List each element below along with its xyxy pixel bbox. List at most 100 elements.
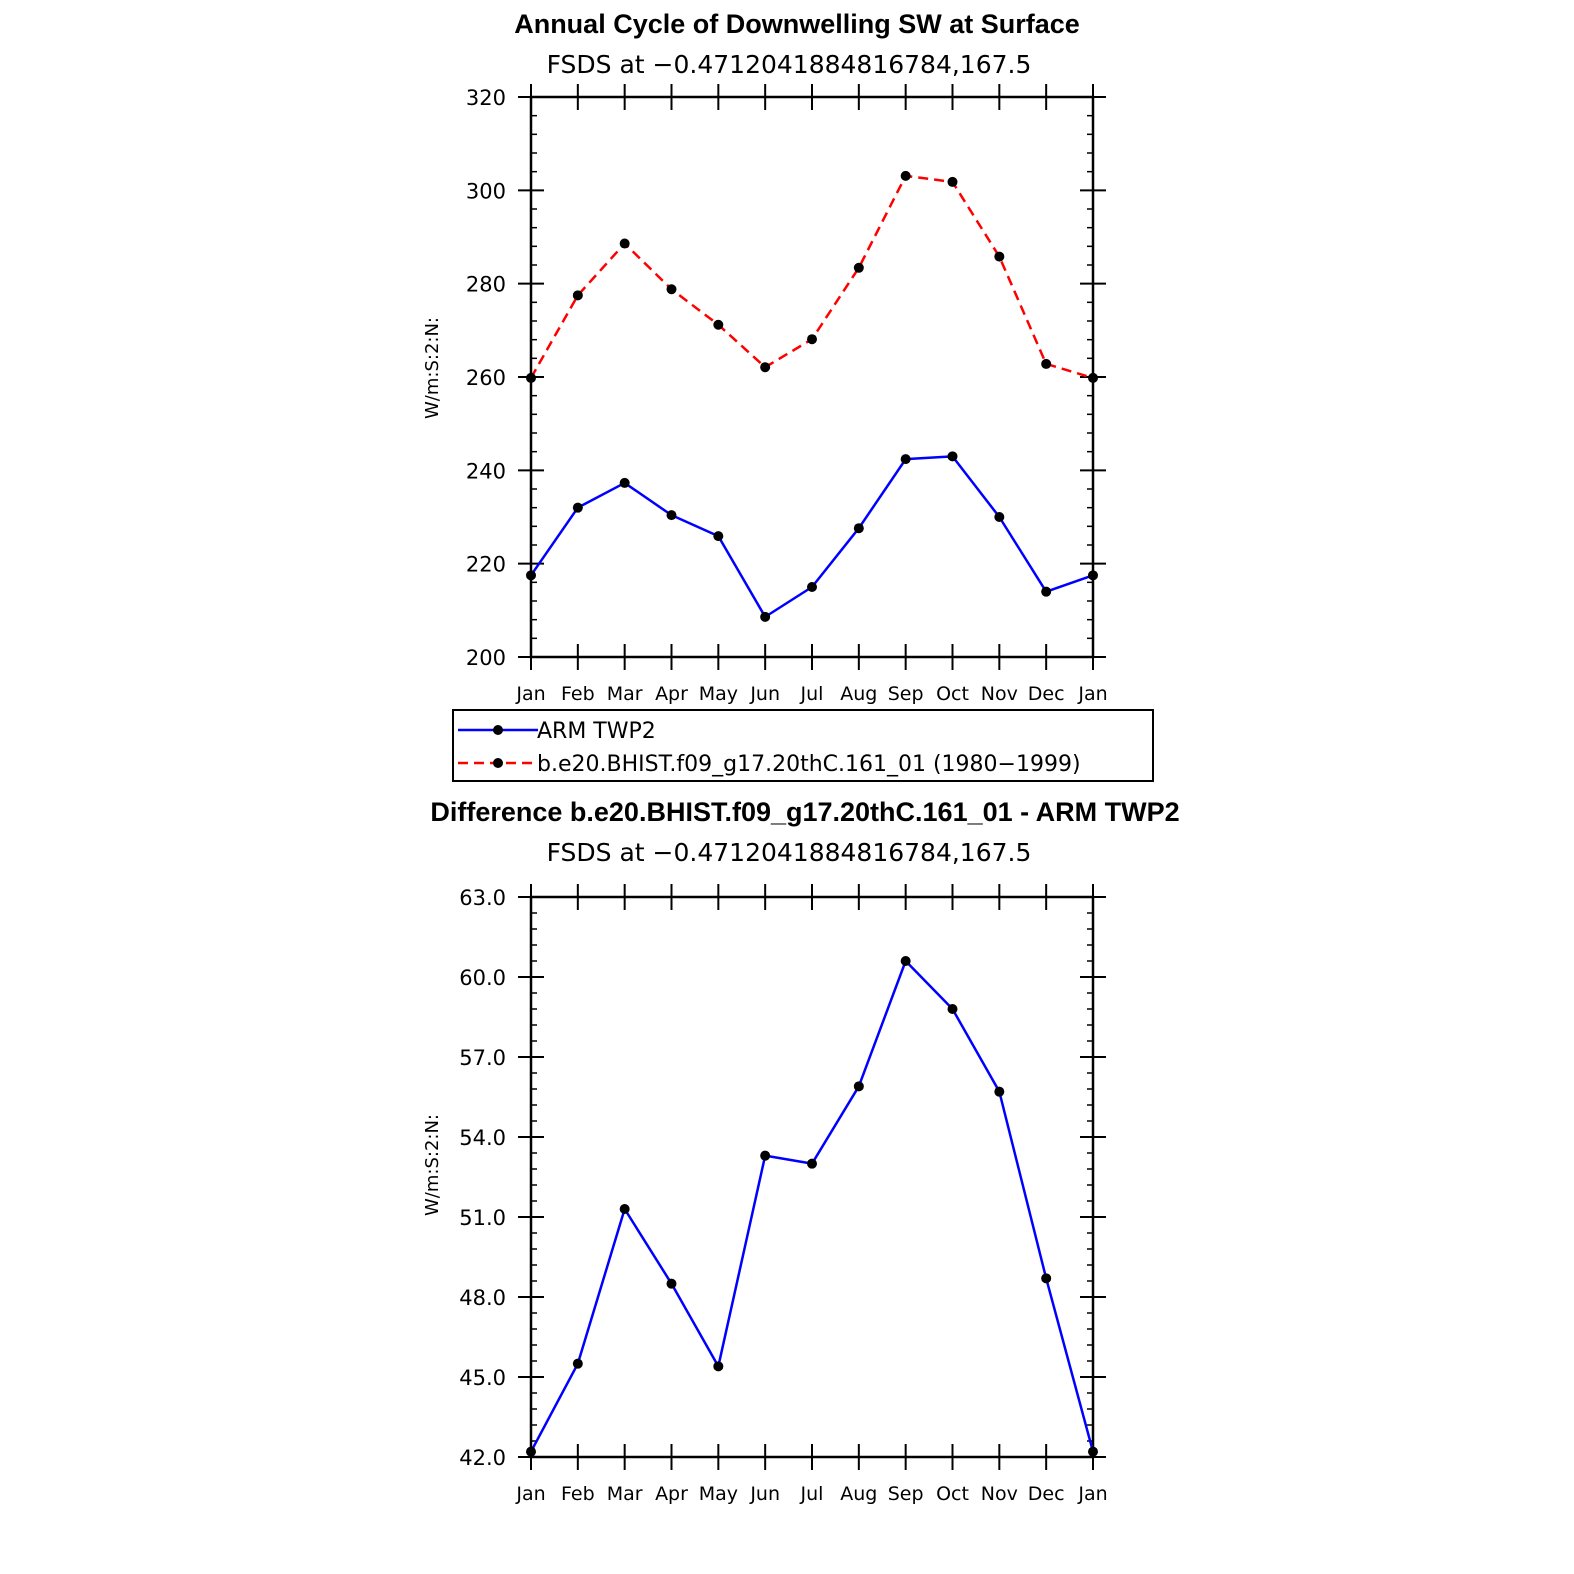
chart-title: Annual Cycle of Downwelling SW at Surfac…: [514, 9, 1080, 39]
x-tick-label: Mar: [607, 683, 643, 705]
data-point: [713, 1361, 724, 1372]
plot-area: 200 220 240 260 280 300 320 Jan Feb Mar Apr May Jun J…: [466, 84, 1108, 705]
x-tick-label: Jun: [749, 683, 780, 705]
y-tick-label: 320: [466, 86, 506, 110]
y-tick-label: 220: [466, 553, 506, 577]
data-point: [853, 1081, 864, 1092]
y-tick-label: 260: [466, 366, 506, 390]
data-point: [1088, 1446, 1098, 1457]
y-tick-label: 42.0: [459, 1446, 506, 1470]
x-tick-label: Dec: [1028, 683, 1065, 705]
data-point: [713, 531, 724, 542]
x-tick-label: Aug: [840, 683, 877, 705]
plot-area: 42.0 45.0 48.0 51.0 54.0 57.0 60.0 63.0 Jan Feb Ma…: [459, 884, 1108, 1505]
data-point: [853, 523, 864, 534]
data-point: [1088, 372, 1098, 383]
x-tick-label: Apr: [655, 683, 688, 705]
x-tick-label: May: [699, 683, 738, 705]
legend-label-model: b.e20.BHIST.f09_g17.20thC.161_01 (1980−1…: [537, 752, 1081, 777]
x-tick-label: Feb: [561, 683, 595, 705]
data-point: [619, 1204, 630, 1214]
x-tick-label: Dec: [1028, 1483, 1065, 1505]
x-tick-label: Sep: [888, 1483, 924, 1505]
data-point: [526, 372, 536, 383]
series-line: [529, 174, 1094, 380]
data-point: [666, 1278, 677, 1289]
x-tick-label: Aug: [840, 1483, 877, 1505]
y-tick-label: 300: [466, 179, 506, 203]
y-tick-label: 240: [466, 459, 506, 483]
data-point: [619, 477, 630, 488]
data-point: [853, 262, 864, 273]
data-point: [760, 611, 771, 622]
data-point: [900, 170, 911, 181]
y-axis-label: W/m:S:2:N:: [422, 1114, 443, 1216]
y-tick-label: 51.0: [459, 1206, 506, 1230]
data-point: [760, 362, 771, 373]
x-tick-label: Sep: [888, 683, 924, 705]
data-point: [947, 1004, 958, 1014]
data-point: [1041, 586, 1052, 597]
data-point: [807, 1158, 817, 1169]
x-tick-label: Mar: [607, 1483, 643, 1505]
annual-cycle-chart: Annual Cycle of Downwelling SW at Surfac…: [422, 9, 1108, 705]
y-tick-label: 57.0: [459, 1046, 506, 1070]
data-point: [1041, 358, 1052, 369]
legend-label-arm-twp2: ARM TWP2: [537, 719, 656, 744]
y-tick-label: 45.0: [459, 1366, 506, 1390]
data-point: [900, 454, 911, 465]
data-point: [1088, 570, 1098, 581]
x-tick-label: May: [699, 1483, 738, 1505]
data-point: [994, 512, 1005, 522]
x-tick-label: Jan: [515, 683, 545, 705]
data-point: [807, 334, 817, 345]
x-tick-label: Oct: [936, 683, 969, 705]
series-line: [529, 455, 1094, 619]
legend: ARM TWP2 b.e20.BHIST.f09_g17.20thC.161_0…: [452, 709, 1154, 782]
data-point: [947, 176, 958, 187]
x-tick-label: Jan: [1077, 1483, 1107, 1505]
x-tick-label: Jun: [749, 1483, 780, 1505]
data-point: [1041, 1273, 1052, 1284]
difference-chart: Difference b.e20.BHIST.f09_g17.20thC.161…: [422, 797, 1180, 1505]
y-tick-label: 60.0: [459, 966, 506, 990]
legend-box: [452, 709, 1154, 782]
data-point: [994, 251, 1005, 262]
plot-frame: [529, 95, 1095, 659]
series-line: [529, 959, 1095, 1453]
plot-frame: [529, 895, 1095, 1459]
chart-title: Difference b.e20.BHIST.f09_g17.20thC.161…: [430, 797, 1179, 827]
x-tick-label: Jan: [515, 1483, 545, 1505]
legend-marker-model: [493, 758, 503, 768]
data-point: [760, 1150, 771, 1161]
data-point: [572, 290, 583, 301]
x-tick-label: Jan: [1077, 683, 1107, 705]
data-point: [994, 1086, 1005, 1097]
data-point: [572, 1358, 583, 1369]
x-tick-label: Oct: [936, 1483, 969, 1505]
y-tick-label: 48.0: [459, 1286, 506, 1310]
data-point: [947, 451, 958, 462]
x-tick-label: Apr: [655, 1483, 688, 1505]
y-axis-label: W/m:S:2:N:: [422, 317, 443, 419]
y-tick-label: 63.0: [459, 886, 506, 910]
y-tick-label: 54.0: [459, 1126, 506, 1150]
data-point: [666, 284, 677, 295]
data-point: [666, 510, 677, 521]
y-tick-label: 200: [466, 646, 506, 670]
x-tick-label: Feb: [561, 1483, 595, 1505]
x-tick-label: Jul: [800, 683, 824, 705]
data-point: [900, 956, 911, 966]
chart-subtitle: FSDS at −0.4712041884816784,167.5: [547, 838, 1032, 867]
data-point: [526, 1446, 536, 1457]
legend-marker-arm-twp2: [493, 725, 503, 735]
data-point: [619, 238, 630, 249]
data-point: [807, 582, 817, 592]
x-tick-label: Nov: [981, 1483, 1018, 1505]
data-point: [572, 502, 583, 513]
data-point: [713, 319, 724, 330]
y-tick-label: 280: [466, 273, 506, 297]
chart-subtitle: FSDS at −0.4712041884816784,167.5: [547, 50, 1032, 79]
x-tick-label: Nov: [981, 683, 1018, 705]
